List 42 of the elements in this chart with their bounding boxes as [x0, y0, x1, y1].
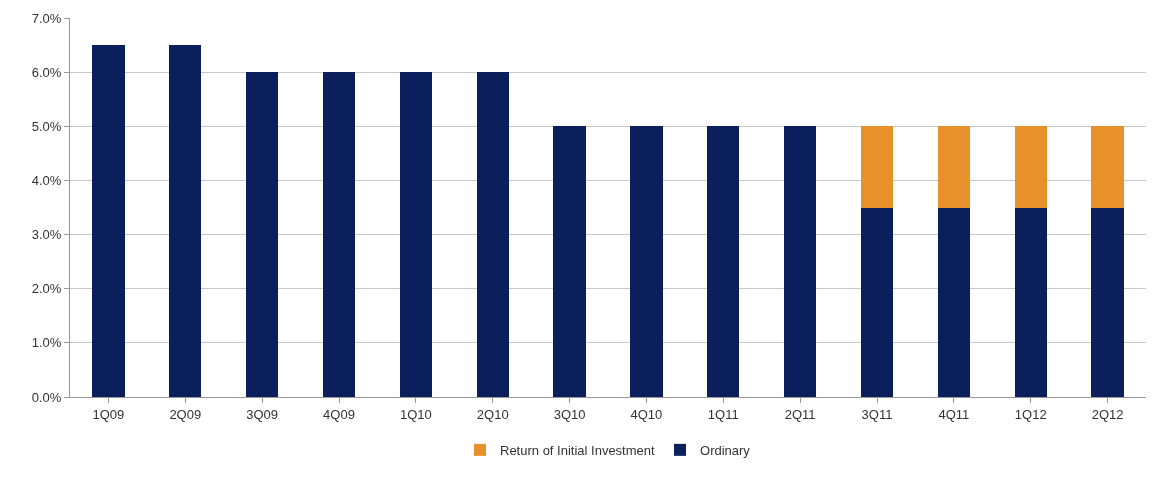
bar	[169, 45, 202, 397]
x-tick-label: 4Q11	[938, 406, 970, 422]
x-tick-label: 3Q10	[553, 406, 586, 422]
bar	[860, 126, 894, 208]
x-tick-label: 4Q10	[630, 406, 663, 422]
bar	[707, 126, 740, 397]
x-tick-label: 2Q11	[784, 406, 816, 422]
y-tick-label: 6.0%	[31, 64, 62, 80]
y-tick-label: 0.0%	[31, 389, 62, 405]
bar	[860, 207, 894, 397]
bar	[1014, 126, 1047, 208]
x-tick-label: 2Q09	[169, 406, 202, 422]
bar	[784, 126, 817, 397]
legend-label: Ordinary	[700, 442, 751, 458]
x-tick-label: 3Q11	[861, 406, 893, 422]
x-tick-label: 2Q12	[1091, 406, 1124, 422]
bar	[246, 72, 279, 397]
x-tick-label: 1Q11	[707, 406, 739, 422]
bar	[937, 207, 970, 397]
y-tick-label: 1.0%	[31, 335, 62, 351]
bar	[399, 72, 432, 397]
x-tick-label: 1Q09	[92, 406, 125, 422]
x-tick-label: 4Q09	[323, 406, 355, 422]
y-tick-label: 5.0%	[31, 118, 62, 134]
y-tick-label: 3.0%	[31, 227, 62, 243]
y-tick-label: 2.0%	[31, 281, 62, 297]
bar	[1091, 126, 1124, 208]
bar	[476, 72, 509, 397]
bar	[937, 126, 970, 208]
x-tick-label: 3Q09	[246, 406, 279, 422]
x-tick-label: 1Q12	[1014, 406, 1047, 422]
bar	[1014, 207, 1047, 397]
legend-label: Return of Initial Investment	[500, 442, 656, 458]
x-tick-label: 2Q10	[476, 406, 509, 422]
y-tick-label: 4.0%	[31, 172, 62, 188]
bar	[630, 126, 663, 397]
y-tick-label: 7.0%	[31, 10, 62, 26]
bar	[322, 72, 356, 397]
bar	[553, 126, 586, 397]
bar	[92, 45, 125, 397]
bar	[1091, 207, 1124, 397]
x-tick-label: 1Q10	[399, 406, 432, 422]
